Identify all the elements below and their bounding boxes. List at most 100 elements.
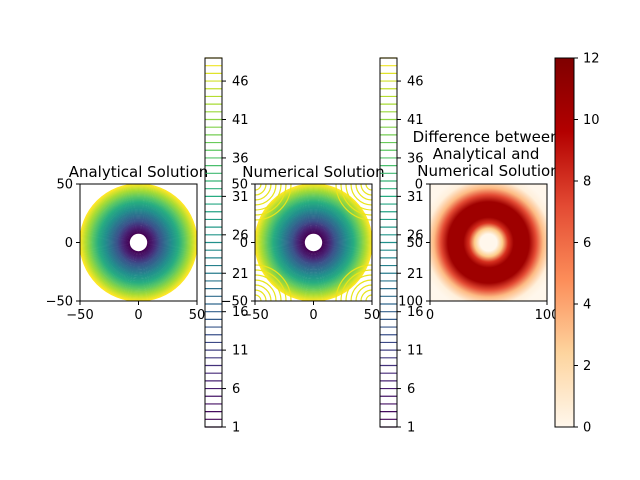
contour-line	[292, 221, 335, 264]
contour-line	[122, 226, 155, 259]
colorbar-tick-label: 21	[232, 267, 249, 282]
y-tick-label: 50	[231, 178, 248, 193]
x-tick-label: 0	[309, 308, 317, 323]
contour-line	[272, 201, 355, 284]
colorbar-tick-label: 41	[232, 113, 249, 128]
contour-line	[124, 228, 153, 257]
analytical-ticks: −50 0 50 50 0 −50	[46, 178, 206, 324]
numerical-panel: Numerical Solution −50 0 50 50 0 −50	[221, 163, 385, 323]
y-tick-label: 100	[398, 295, 423, 310]
contour-line	[302, 231, 325, 254]
colorbar-tick-label: 46	[407, 75, 424, 90]
difference-panel: Difference between Analytical and Numeri…	[398, 128, 560, 324]
difference-colorbar-gradient	[555, 58, 574, 427]
contour-line	[290, 219, 337, 266]
contour-line	[127, 231, 150, 254]
contour-line	[81, 185, 196, 300]
y-tick-label: 0	[240, 236, 248, 251]
contour-line	[274, 203, 353, 282]
contour-line	[269, 198, 358, 287]
contour-line	[125, 229, 152, 256]
contour-line	[84, 188, 193, 297]
contour-line	[108, 212, 169, 273]
contour-line	[300, 229, 327, 256]
contour-line	[284, 213, 343, 272]
contour-line	[91, 195, 186, 290]
contour-line	[94, 198, 183, 287]
contour-line	[293, 222, 334, 263]
contour-line	[114, 218, 163, 267]
colorbar-tick-label: 41	[407, 113, 424, 128]
contour-line	[86, 190, 191, 295]
contour-line	[283, 212, 344, 273]
contour-line	[112, 216, 165, 269]
colorbar-tick-label: 4	[583, 298, 591, 313]
contour-line	[255, 184, 372, 301]
contour-line	[83, 187, 194, 298]
contour-line	[111, 215, 166, 270]
y-tick-label: 0	[415, 178, 423, 193]
contour-line	[303, 232, 324, 253]
numerical-colorbar-lines	[380, 57, 397, 428]
contour-line	[128, 232, 149, 253]
contour-line	[270, 199, 357, 286]
colorbar-tick-label: 10	[583, 113, 600, 128]
contour-line	[96, 200, 181, 285]
colorbar-tick-label: 31	[232, 190, 249, 205]
contour-line	[119, 223, 158, 262]
analytical-colorbar-frame	[204, 57, 223, 428]
analytical-colorbar-lines	[205, 57, 222, 428]
contour-line	[287, 216, 340, 269]
numerical-colorbar-frame	[379, 57, 398, 428]
contour-line	[105, 209, 172, 276]
contour-line	[85, 189, 192, 296]
contour-line	[98, 202, 179, 283]
contour-line	[80, 184, 197, 301]
contour-line	[286, 215, 341, 270]
contour-line	[261, 190, 366, 295]
y-tick-label: −50	[46, 295, 73, 310]
contour-line	[95, 199, 182, 286]
colorbar-tick-label: 31	[407, 190, 424, 205]
x-tick-label: −50	[66, 308, 93, 323]
contour-line	[118, 222, 159, 263]
colorbar-tick-label: 11	[407, 344, 424, 359]
contour-line	[262, 191, 365, 294]
contour-line	[117, 221, 160, 264]
difference-heatmap	[430, 184, 547, 301]
contour-line	[93, 197, 184, 288]
contour-line	[276, 205, 351, 280]
contour-line	[259, 188, 368, 297]
contour-line	[100, 204, 177, 281]
contour-line	[299, 228, 328, 257]
contour-line	[277, 206, 350, 279]
colorbar-tick-label: 21	[407, 267, 424, 282]
y-tick-label: −50	[221, 295, 248, 310]
contour-line	[106, 210, 171, 275]
numerical-title: Numerical Solution	[242, 163, 384, 181]
contour-line	[281, 210, 346, 275]
x-tick-label: −50	[241, 308, 268, 323]
x-tick-label: 100	[535, 308, 560, 323]
contour-line	[258, 187, 369, 298]
colorbar-tick-label: 6	[232, 382, 240, 397]
analytical-title: Analytical Solution	[69, 163, 209, 181]
colorbar-tick-label: 1	[232, 421, 240, 436]
contour-line	[109, 213, 168, 272]
difference-title-line-1: Difference between	[413, 128, 560, 146]
x-tick-label: 0	[426, 308, 434, 323]
contour-line	[289, 218, 338, 267]
contour-line	[89, 193, 188, 292]
contour-line	[278, 207, 349, 278]
contour-line	[279, 208, 348, 277]
contour-line	[301, 230, 326, 255]
colorbar-tick-label: 12	[583, 52, 600, 67]
colorbar-tick-label: 36	[407, 151, 424, 166]
contour-line	[104, 208, 173, 277]
contour-line	[99, 203, 178, 282]
contour-line	[275, 204, 352, 281]
